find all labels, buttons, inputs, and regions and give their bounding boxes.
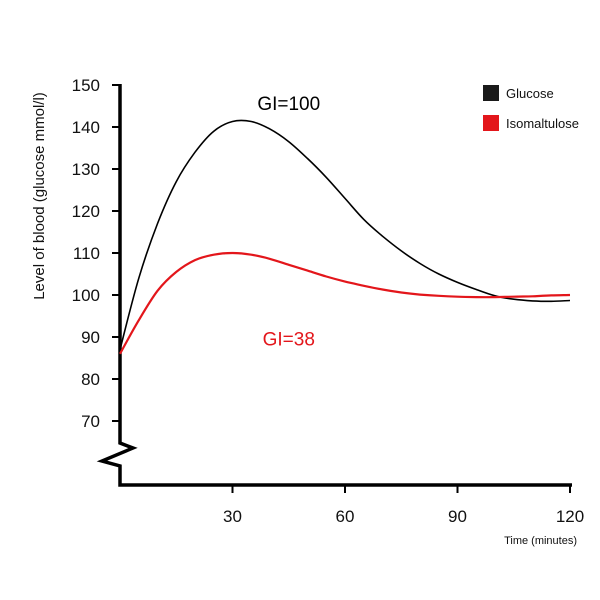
series-line-isomaltulose: [119, 251, 571, 355]
annotation-label: GI=38: [263, 329, 315, 350]
legend-label-isomaltulose: Isomaltulose: [506, 116, 579, 131]
y-tick-label: 130: [72, 160, 100, 179]
x-axis-ticks: 30 60 90 120: [223, 485, 584, 526]
legend-swatch-glucose: [483, 85, 499, 101]
y-tick-label: 70: [81, 412, 100, 431]
y-tick-label: 120: [72, 202, 100, 221]
y-tick-label: 80: [81, 370, 100, 389]
annotations: GI=100 GI=38: [257, 94, 320, 350]
x-tick-label: 90: [448, 507, 467, 526]
legend: Glucose Isomaltulose: [483, 85, 579, 131]
x-tick-label: 60: [336, 507, 355, 526]
y-tick-label: 90: [81, 328, 100, 347]
legend-swatch-isomaltulose: [483, 115, 499, 131]
annotation-label: GI=100: [257, 94, 320, 115]
x-tick-label: 30: [223, 507, 242, 526]
legend-label-glucose: Glucose: [506, 86, 554, 101]
y-tick-label: 140: [72, 118, 100, 137]
y-axis-ticks: 70 80 90 100 110 120 130 140 150: [72, 76, 120, 431]
x-tick-label: 120: [556, 507, 584, 526]
x-axis-title: Time (minutes): [504, 535, 577, 547]
y-tick-label: 150: [72, 76, 100, 95]
y-tick-label: 100: [72, 286, 100, 305]
series-layer: [119, 119, 571, 355]
y-axis-line: [96, 84, 572, 487]
y-tick-label: 110: [73, 244, 100, 263]
y-axis-title: Level of blood (glucose mmol/l): [31, 92, 48, 300]
series-line-glucose: [119, 119, 571, 350]
